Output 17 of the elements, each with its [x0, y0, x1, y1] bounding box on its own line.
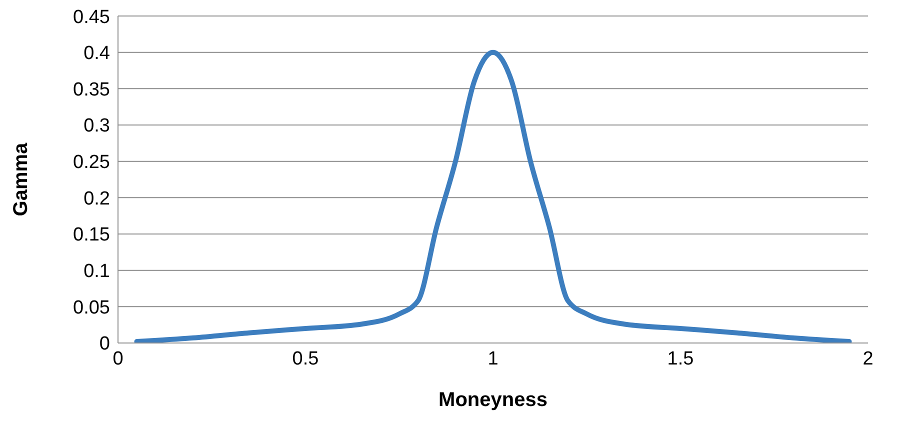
y-tick-label: 0.25 — [73, 152, 110, 174]
y-tick-label: 0.15 — [73, 224, 110, 246]
y-tick-label: 0.45 — [73, 6, 110, 28]
y-tick-label: 0.4 — [84, 43, 110, 64]
y-tick-label: 0.2 — [84, 188, 110, 210]
x-tick-label: 1 — [488, 348, 498, 370]
x-tick-label: 2 — [862, 348, 874, 370]
x-tick-label: 0.5 — [292, 348, 319, 370]
x-axis-title: Moneyness — [438, 389, 548, 411]
x-tick-label: 1.5 — [667, 348, 694, 370]
y-tick-label: 0.1 — [84, 261, 110, 282]
y-tick-label: 0.35 — [73, 79, 110, 100]
y-tick-label: 0 — [99, 334, 110, 355]
y-tick-label: 0.3 — [84, 116, 110, 137]
y-axis-title: Gamma — [10, 142, 32, 216]
y-tick-label: 0.05 — [73, 297, 110, 318]
x-tick-label: 0 — [112, 348, 124, 370]
